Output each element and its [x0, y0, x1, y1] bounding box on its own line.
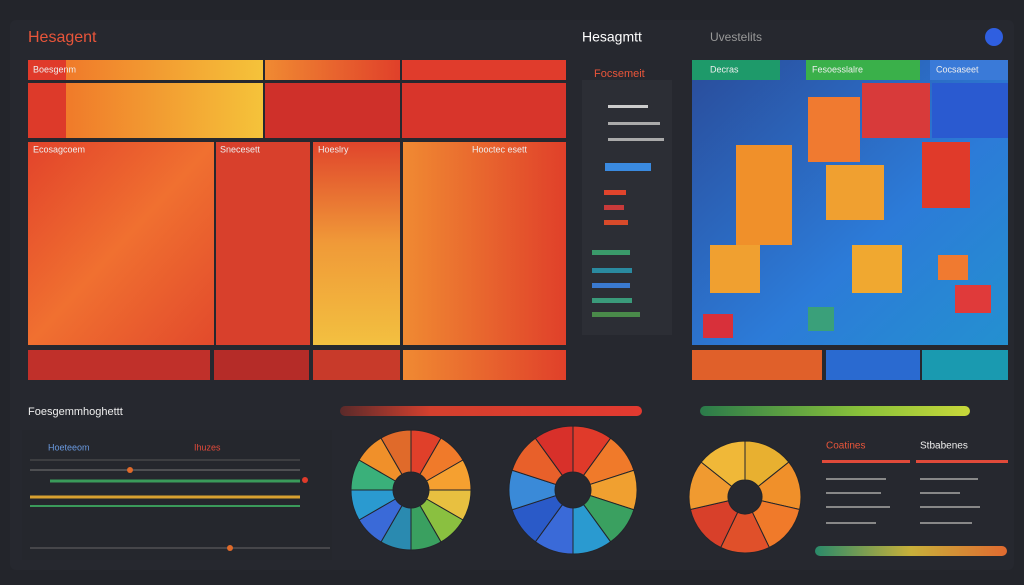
line: [826, 506, 890, 508]
board: Decras Fesoesslalre Cocsaseet: [692, 60, 1008, 380]
cell-label: Snecesett: [220, 144, 261, 154]
line: [920, 492, 960, 494]
line: [920, 522, 972, 524]
cell: [930, 60, 1008, 80]
cell: [28, 60, 66, 80]
cell: [806, 60, 920, 80]
card[interactable]: [826, 165, 884, 220]
line: [608, 122, 660, 125]
section-title: Foesgemmhoghettt: [28, 406, 123, 418]
bar: [604, 190, 626, 195]
bar: [604, 220, 628, 225]
donut-segment: [534, 425, 574, 477]
cell-label: Boesgenm: [33, 64, 76, 74]
cell: [826, 350, 920, 380]
cell: [402, 60, 566, 80]
cell: [313, 142, 400, 345]
cell-label: Hooctec esett: [472, 144, 528, 154]
line-panel: Hoeteeom Ihuzes: [22, 430, 332, 560]
line: [826, 478, 886, 480]
cell: [313, 350, 400, 380]
cell: [28, 142, 214, 345]
cell: [66, 83, 263, 138]
line: [920, 478, 978, 480]
list-title: Coatines: [826, 441, 865, 452]
lists: Coatines Stbabenes: [815, 441, 1008, 556]
progress: [815, 546, 1007, 556]
cell: [265, 60, 400, 80]
bar: [604, 205, 624, 210]
section-title: Uvestelits: [710, 30, 762, 44]
card[interactable]: [703, 314, 733, 338]
line: [608, 138, 664, 141]
card[interactable]: [808, 307, 834, 331]
bar: [592, 283, 630, 288]
cell-label: Fesoesslalre: [812, 64, 863, 74]
cell: [932, 83, 1008, 138]
card[interactable]: [710, 245, 760, 293]
panel: [22, 430, 332, 560]
cell-label: Ecosagcoem: [33, 144, 85, 154]
donut-segment: [700, 440, 746, 488]
dot: [227, 545, 233, 551]
legend-label: Ihuzes: [194, 442, 221, 452]
bar: [592, 298, 632, 303]
rule: [916, 460, 1008, 463]
cell: [692, 60, 780, 80]
line: [826, 522, 876, 524]
dot: [302, 477, 308, 483]
dot: [127, 467, 133, 473]
cell-label: Cocsaseet: [936, 64, 979, 74]
card[interactable]: [808, 97, 860, 162]
cell: [265, 83, 400, 138]
progress: [340, 406, 642, 416]
bar: [592, 250, 630, 255]
cell: [214, 350, 309, 380]
panel: [582, 80, 672, 335]
line: [826, 492, 881, 494]
section-title: Hesagmtt: [582, 29, 642, 45]
bar: [592, 268, 632, 273]
avatar[interactable]: [985, 28, 1003, 46]
cell: [922, 350, 1008, 380]
card[interactable]: [922, 142, 970, 208]
cell: [402, 83, 566, 138]
legend-label: Hoeteeom: [48, 442, 90, 452]
heatmap: Boesgenm Hoeslry Snecesett Ecosagcoem Ho…: [28, 60, 566, 380]
cell-label: Hoeslry: [318, 144, 349, 154]
cell: [403, 142, 566, 345]
sidebar: Focsemeit: [582, 68, 672, 335]
app-title: Hesagent: [28, 29, 97, 46]
card[interactable]: [736, 145, 792, 245]
cell: [403, 350, 566, 380]
cell: [216, 142, 310, 345]
rule: [822, 460, 910, 463]
cell: [862, 83, 930, 138]
cell: [66, 60, 263, 80]
list-title: Stbabenes: [920, 441, 968, 452]
donut-segment: [380, 429, 412, 476]
donuts: [350, 425, 802, 555]
line: [920, 506, 980, 508]
cell: [692, 350, 822, 380]
line: [608, 105, 648, 108]
card[interactable]: [852, 245, 902, 293]
card[interactable]: [938, 255, 968, 280]
card[interactable]: [955, 285, 991, 313]
cell: [28, 350, 210, 380]
progress: [700, 406, 970, 416]
sidebar-title: Focsemeit: [594, 68, 645, 80]
cell: [28, 83, 66, 138]
chip[interactable]: [605, 163, 651, 171]
cell-label: Decras: [710, 64, 739, 74]
bar: [592, 312, 640, 317]
